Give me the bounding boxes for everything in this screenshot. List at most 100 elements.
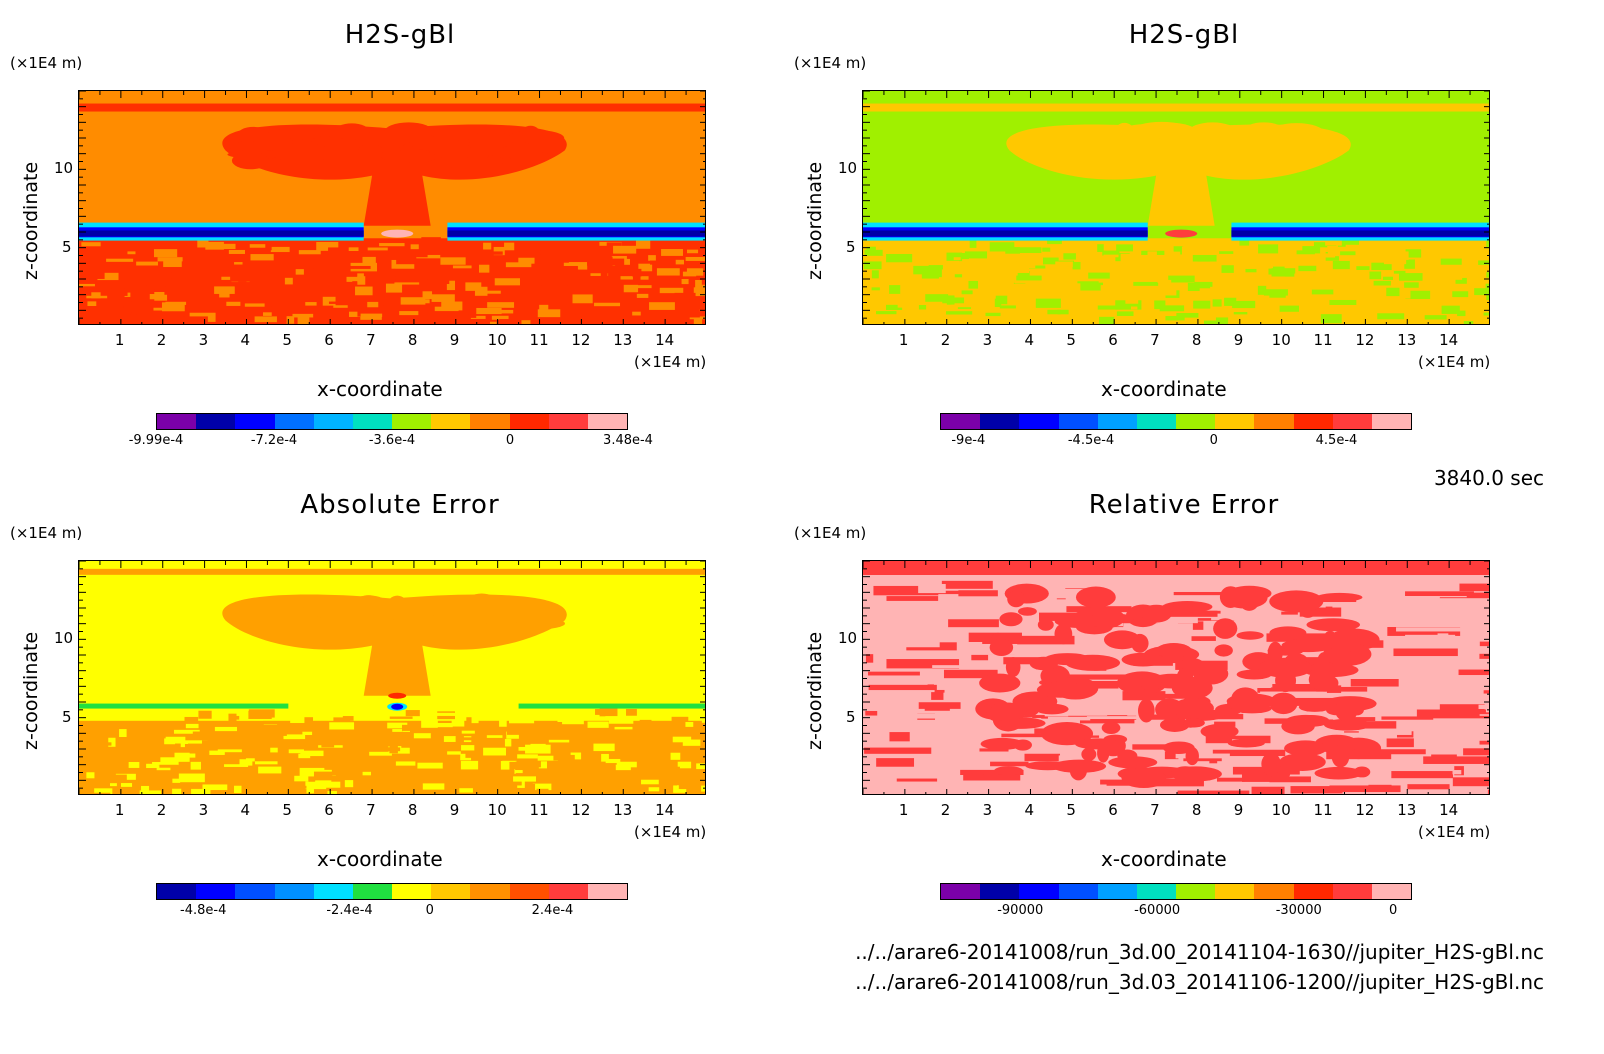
colorbar-label: -30000 xyxy=(1275,903,1322,918)
x-tick-label: 6 xyxy=(1108,331,1118,349)
colorbar-swatch xyxy=(274,884,314,899)
x-axis-unit: (×1E4 m) xyxy=(634,353,707,371)
colorbar xyxy=(940,413,1412,430)
y-axis-label: z-coordinate xyxy=(804,161,826,280)
colorbar-swatch xyxy=(157,414,197,429)
x-tick-label: 13 xyxy=(613,331,633,349)
colorbar-swatch xyxy=(1332,414,1372,429)
colorbar-swatch xyxy=(352,414,393,429)
colorbar-label: -4.8e-4 xyxy=(180,903,227,918)
colorbar-swatch xyxy=(1097,884,1137,899)
colorbar-swatch xyxy=(235,884,275,899)
x-tick-label: 5 xyxy=(282,801,292,819)
chart-title: H2S-gBl xyxy=(344,20,456,50)
colorbar-swatch xyxy=(548,884,588,899)
plot-area xyxy=(862,90,1490,325)
x-tick-label: 7 xyxy=(1150,801,1160,819)
y-tick-label: 5 xyxy=(62,707,72,726)
colorbar-label: -4.5e-4 xyxy=(1067,433,1115,448)
colorbar-swatch xyxy=(313,414,353,429)
file-path-1: ../../arare6-20141008/run_3d.00_20141104… xyxy=(855,940,1544,964)
x-tick-label: 4 xyxy=(1024,331,1034,349)
x-tick-label: 10 xyxy=(1271,331,1291,349)
colorbar xyxy=(156,413,628,430)
x-tick-label: 1 xyxy=(114,801,125,819)
contour-field xyxy=(863,561,1489,794)
colorbar-label: 0 xyxy=(425,903,434,918)
y-axis-unit: (×1E4 m) xyxy=(10,54,83,72)
colorbar-label: 0 xyxy=(1209,433,1218,448)
x-tick-label: 2 xyxy=(156,331,167,349)
y-tick-label: 5 xyxy=(846,237,856,256)
x-tick-label: 12 xyxy=(571,801,591,819)
x-tick-label: 3 xyxy=(982,331,993,349)
file-path-2: ../../arare6-20141008/run_3d.03_20141106… xyxy=(855,970,1544,994)
y-tick-label: 10 xyxy=(838,629,858,648)
x-tick-label: 9 xyxy=(449,801,460,819)
colorbar-swatch xyxy=(1254,884,1294,899)
colorbar-swatch xyxy=(1371,414,1412,429)
y-axis-unit: (×1E4 m) xyxy=(794,524,867,542)
x-tick-label: 11 xyxy=(529,801,549,819)
colorbar-label: 0 xyxy=(505,433,515,448)
x-tick-label: 14 xyxy=(655,331,675,349)
y-axis-unit: (×1E4 m) xyxy=(794,54,867,72)
colorbar-swatch xyxy=(1058,884,1098,899)
x-tick-label: 13 xyxy=(1397,801,1417,819)
contour-field xyxy=(79,561,705,794)
x-tick-label: 2 xyxy=(156,801,167,819)
x-axis-label: x-coordinate xyxy=(1101,377,1227,401)
colorbar-label: 4.5e-4 xyxy=(1315,433,1358,448)
x-tick-label: 12 xyxy=(1355,801,1375,819)
panel-top-right: H2S-gBl (×1E4 m) 1 2 3 4 5 6 7 8 9 10 11 12 13 14 5 10 (×1… xyxy=(784,20,1564,490)
colorbar-swatch xyxy=(1332,884,1372,899)
colorbar-swatch xyxy=(1058,414,1098,429)
x-tick-label: 4 xyxy=(240,801,250,819)
contour-field xyxy=(863,91,1489,324)
x-tick-label: 14 xyxy=(1439,801,1459,819)
colorbar-label: -7.2e-4 xyxy=(250,433,298,448)
colorbar-label: -3.6e-4 xyxy=(368,433,416,448)
x-tick-label: 12 xyxy=(571,331,591,349)
x-tick-label: 11 xyxy=(529,331,549,349)
y-tick-label: 10 xyxy=(54,159,74,178)
x-tick-label: 9 xyxy=(1233,801,1244,819)
colorbar-swatch xyxy=(1019,884,1059,899)
time-label: 3840.0 sec xyxy=(1433,466,1544,490)
x-tick-label: 8 xyxy=(1191,331,1202,349)
x-axis-label: x-coordinate xyxy=(317,377,443,401)
y-tick-label: 5 xyxy=(846,707,856,726)
colorbar-swatch xyxy=(980,884,1020,899)
colorbar-swatch xyxy=(1293,884,1333,899)
colorbar-swatch xyxy=(470,414,510,429)
y-axis-label: z-coordinate xyxy=(20,631,42,750)
x-axis-unit: (×1E4 m) xyxy=(1418,823,1491,841)
colorbar-swatch xyxy=(980,414,1020,429)
contour-field xyxy=(79,91,705,324)
x-tick-label: 1 xyxy=(898,801,909,819)
x-tick-label: 3 xyxy=(198,801,209,819)
x-tick-label: 14 xyxy=(1439,331,1459,349)
x-tick-label: 7 xyxy=(366,331,376,349)
chart-title: H2S-gBl xyxy=(1128,20,1240,50)
y-axis-label: z-coordinate xyxy=(20,161,42,280)
colorbar-label: 0 xyxy=(1388,903,1398,918)
colorbar-swatch xyxy=(587,414,628,429)
x-tick-label: 6 xyxy=(1108,801,1118,819)
colorbar-swatch xyxy=(1136,884,1177,899)
x-tick-label: 14 xyxy=(655,801,675,819)
colorbar-swatch xyxy=(1176,884,1216,899)
x-tick-label: 13 xyxy=(1397,331,1417,349)
plot-area xyxy=(862,560,1490,795)
colorbar-swatch xyxy=(548,414,588,429)
x-tick-label: 9 xyxy=(1233,331,1244,349)
x-tick-label: 10 xyxy=(487,801,507,819)
plot-area xyxy=(78,90,706,325)
colorbar-label: -9.99e-4 xyxy=(128,433,184,448)
x-axis-unit: (×1E4 m) xyxy=(634,823,707,841)
x-tick-label: 5 xyxy=(1066,801,1076,819)
x-tick-label: 4 xyxy=(240,331,250,349)
x-axis-unit: (×1E4 m) xyxy=(1418,353,1491,371)
y-axis-label: z-coordinate xyxy=(804,631,826,750)
colorbar-label: -90000 xyxy=(997,903,1044,918)
